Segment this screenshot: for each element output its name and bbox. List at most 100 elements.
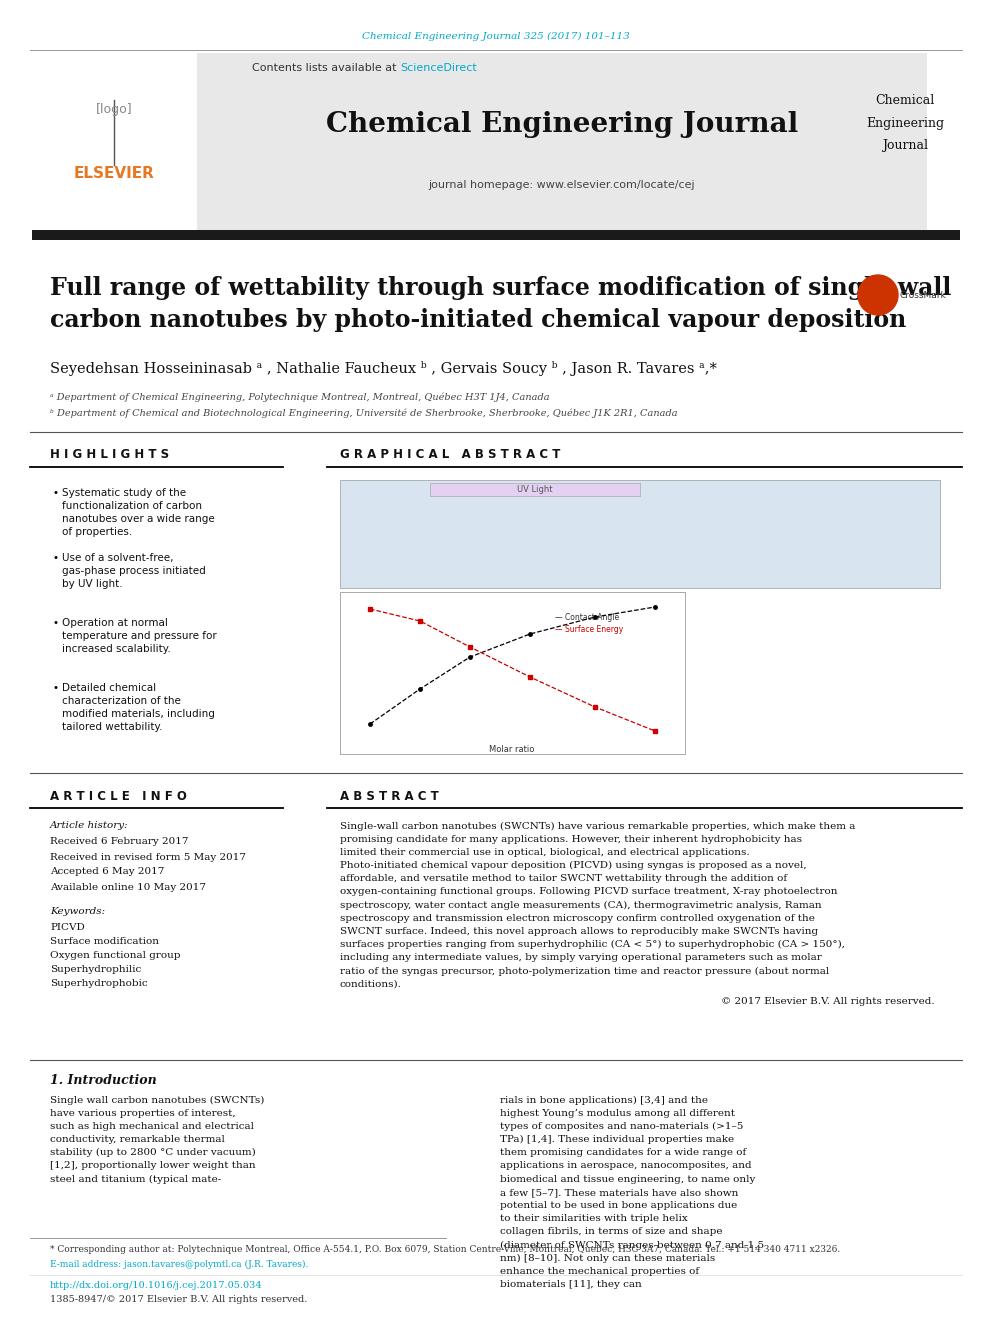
Bar	[32, 53, 197, 232]
Text: ScienceDirect: ScienceDirect	[400, 64, 477, 73]
Text: SWCNT surface. Indeed, this novel approach allows to reproducibly make SWCNTs ha: SWCNT surface. Indeed, this novel approa…	[340, 927, 818, 937]
Text: ELSEVIER: ELSEVIER	[73, 165, 155, 180]
Text: Accepted 6 May 2017: Accepted 6 May 2017	[50, 868, 165, 877]
Text: functionalization of carbon: functionalization of carbon	[62, 501, 202, 511]
Text: types of composites and nano-materials (>1–5: types of composites and nano-materials (…	[500, 1122, 743, 1131]
Text: ratio of the syngas precursor, photo-polymerization time and reactor pressure (a: ratio of the syngas precursor, photo-pol…	[340, 967, 829, 976]
Text: Journal: Journal	[882, 139, 928, 152]
Text: Received 6 February 2017: Received 6 February 2017	[50, 837, 188, 847]
Text: Available online 10 May 2017: Available online 10 May 2017	[50, 882, 206, 892]
Text: Systematic study of the: Systematic study of the	[62, 488, 186, 497]
Text: biomedical and tissue engineering, to name only: biomedical and tissue engineering, to na…	[500, 1175, 755, 1184]
Text: •: •	[52, 683, 58, 693]
Text: biomaterials [11], they can: biomaterials [11], they can	[500, 1281, 642, 1290]
Bar	[197, 53, 927, 232]
Text: Received in revised form 5 May 2017: Received in revised form 5 May 2017	[50, 852, 246, 861]
Text: gas-phase process initiated: gas-phase process initiated	[62, 566, 205, 576]
Text: 1. Introduction: 1. Introduction	[50, 1073, 157, 1086]
Text: a few [5–7]. These materials have also shown: a few [5–7]. These materials have also s…	[500, 1188, 738, 1197]
Text: stability (up to 2800 °C under vacuum): stability (up to 2800 °C under vacuum)	[50, 1148, 256, 1158]
Text: — Surface Energy: — Surface Energy	[555, 626, 623, 635]
Text: CrossMark: CrossMark	[900, 291, 946, 299]
Text: affordable, and versatile method to tailor SWCNT wettability through the additio: affordable, and versatile method to tail…	[340, 875, 787, 884]
Text: Article history:: Article history:	[50, 822, 129, 831]
Text: journal homepage: www.elsevier.com/locate/cej: journal homepage: www.elsevier.com/locat…	[429, 180, 695, 191]
Text: A R T I C L E   I N F O: A R T I C L E I N F O	[50, 790, 186, 803]
Text: applications in aerospace, nanocomposites, and: applications in aerospace, nanocomposite…	[500, 1162, 752, 1171]
Text: •: •	[52, 488, 58, 497]
Text: Keywords:: Keywords:	[50, 908, 105, 917]
Text: Surface modification: Surface modification	[50, 938, 159, 946]
Text: carbon nanotubes by photo-initiated chemical vapour deposition: carbon nanotubes by photo-initiated chem…	[50, 308, 907, 332]
Text: of properties.: of properties.	[62, 527, 132, 537]
Text: rials in bone applications) [3,4] and the: rials in bone applications) [3,4] and th…	[500, 1095, 708, 1105]
Text: Engineering: Engineering	[866, 116, 944, 130]
Text: such as high mechanical and electrical: such as high mechanical and electrical	[50, 1122, 254, 1131]
Text: [1,2], proportionally lower weight than: [1,2], proportionally lower weight than	[50, 1162, 256, 1171]
Text: Contents lists available at: Contents lists available at	[252, 64, 400, 73]
Text: nanotubes over a wide range: nanotubes over a wide range	[62, 515, 214, 524]
Text: collagen fibrils, in terms of size and shape: collagen fibrils, in terms of size and s…	[500, 1228, 722, 1237]
Text: •: •	[52, 618, 58, 628]
Circle shape	[858, 275, 898, 315]
Text: [logo]: [logo]	[95, 103, 132, 116]
Text: (diameter of SWCNTs ranges between 0.7 and 1.5: (diameter of SWCNTs ranges between 0.7 a…	[500, 1241, 764, 1250]
Text: Operation at normal: Operation at normal	[62, 618, 168, 628]
Text: http://dx.doi.org/10.1016/j.cej.2017.05.034: http://dx.doi.org/10.1016/j.cej.2017.05.…	[50, 1281, 263, 1290]
Text: Detailed chemical: Detailed chemical	[62, 683, 156, 693]
Text: them promising candidates for a wide range of: them promising candidates for a wide ran…	[500, 1148, 746, 1158]
Text: surfaces properties ranging from superhydrophilic (CA < 5°) to superhydrophobic : surfaces properties ranging from superhy…	[340, 941, 845, 950]
Text: Full range of wettability through surface modification of single-wall: Full range of wettability through surfac…	[50, 277, 951, 300]
Bar	[430, 483, 640, 496]
Text: 1385-8947/© 2017 Elsevier B.V. All rights reserved.: 1385-8947/© 2017 Elsevier B.V. All right…	[50, 1295, 308, 1304]
Bar	[32, 230, 960, 239]
Text: Single-wall carbon nanotubes (SWCNTs) have various remarkable properties, which : Single-wall carbon nanotubes (SWCNTs) ha…	[340, 822, 855, 831]
Text: oxygen-containing functional groups. Following PICVD surface treatment, X-ray ph: oxygen-containing functional groups. Fol…	[340, 888, 837, 897]
Text: Seyedehsan Hosseininasab ᵃ , Nathalie Faucheux ᵇ , Gervais Soucy ᵇ , Jason R. Ta: Seyedehsan Hosseininasab ᵃ , Nathalie Fa…	[50, 360, 717, 376]
Bar	[340, 591, 685, 754]
Text: promising candidate for many applications. However, their inherent hydrophobicit: promising candidate for many application…	[340, 835, 802, 844]
Text: Superhydrophilic: Superhydrophilic	[50, 966, 141, 975]
Text: steel and titanium (typical mate-: steel and titanium (typical mate-	[50, 1175, 221, 1184]
Text: G R A P H I C A L   A B S T R A C T: G R A P H I C A L A B S T R A C T	[340, 448, 560, 462]
Text: Molar ratio: Molar ratio	[489, 745, 535, 754]
Text: enhance the mechanical properties of: enhance the mechanical properties of	[500, 1267, 699, 1277]
Text: Chemical: Chemical	[875, 94, 934, 106]
Text: ᵇ Department of Chemical and Biotechnological Engineering, Université de Sherbro: ᵇ Department of Chemical and Biotechnolo…	[50, 409, 678, 418]
Text: © 2017 Elsevier B.V. All rights reserved.: © 2017 Elsevier B.V. All rights reserved…	[721, 998, 935, 1005]
Text: nm) [8–10]. Not only can these materials: nm) [8–10]. Not only can these materials	[500, 1254, 715, 1263]
Text: — Contact Angle: — Contact Angle	[555, 613, 619, 622]
Text: limited their commercial use in optical, biological, and electrical applications: limited their commercial use in optical,…	[340, 848, 750, 857]
Bar	[340, 480, 940, 587]
Text: Oxygen functional group: Oxygen functional group	[50, 951, 181, 960]
Text: Use of a solvent-free,: Use of a solvent-free,	[62, 553, 174, 564]
Text: spectroscopy and transmission electron microscopy confirm controlled oxygenation: spectroscopy and transmission electron m…	[340, 914, 814, 923]
Text: conductivity, remarkable thermal: conductivity, remarkable thermal	[50, 1135, 225, 1144]
Text: E-mail address: jason.tavares@polymtl.ca (J.R. Tavares).: E-mail address: jason.tavares@polymtl.ca…	[50, 1259, 309, 1269]
Text: tailored wettability.: tailored wettability.	[62, 722, 163, 732]
Text: Photo-initiated chemical vapour deposition (PICVD) using syngas is proposed as a: Photo-initiated chemical vapour depositi…	[340, 861, 806, 871]
Text: * Corresponding author at: Polytechnique Montreal, Office A-554.1, P.O. Box 6079: * Corresponding author at: Polytechnique…	[50, 1245, 840, 1254]
Text: H I G H L I G H T S: H I G H L I G H T S	[50, 448, 169, 462]
Text: PICVD: PICVD	[50, 923, 84, 933]
Text: by UV light.: by UV light.	[62, 579, 123, 589]
Text: modified materials, including: modified materials, including	[62, 709, 215, 718]
Text: including any intermediate values, by simply varying operational parameters such: including any intermediate values, by si…	[340, 954, 821, 963]
Text: increased scalability.: increased scalability.	[62, 644, 171, 654]
Text: spectroscopy, water contact angle measurements (CA), thermogravimetric analysis,: spectroscopy, water contact angle measur…	[340, 901, 821, 910]
Text: potential to be used in bone applications due: potential to be used in bone application…	[500, 1201, 737, 1211]
Text: •: •	[52, 553, 58, 564]
Text: UV Light: UV Light	[517, 486, 553, 495]
Text: highest Young’s modulus among all different: highest Young’s modulus among all differ…	[500, 1109, 735, 1118]
Text: Single wall carbon nanotubes (SWCNTs): Single wall carbon nanotubes (SWCNTs)	[50, 1095, 265, 1105]
Text: Chemical Engineering Journal: Chemical Engineering Journal	[326, 111, 799, 139]
Text: characterization of the: characterization of the	[62, 696, 181, 706]
Text: TPa) [1,4]. These individual properties make: TPa) [1,4]. These individual properties …	[500, 1135, 734, 1144]
Text: Chemical Engineering Journal 325 (2017) 101–113: Chemical Engineering Journal 325 (2017) …	[362, 32, 630, 41]
Text: temperature and pressure for: temperature and pressure for	[62, 631, 216, 642]
Text: conditions).: conditions).	[340, 980, 402, 988]
Text: to their similarities with triple helix: to their similarities with triple helix	[500, 1215, 687, 1224]
Text: have various properties of interest,: have various properties of interest,	[50, 1109, 236, 1118]
Text: ᵃ Department of Chemical Engineering, Polytechnique Montreal, Montreal, Québec H: ᵃ Department of Chemical Engineering, Po…	[50, 392, 550, 402]
Text: A B S T R A C T: A B S T R A C T	[340, 790, 438, 803]
